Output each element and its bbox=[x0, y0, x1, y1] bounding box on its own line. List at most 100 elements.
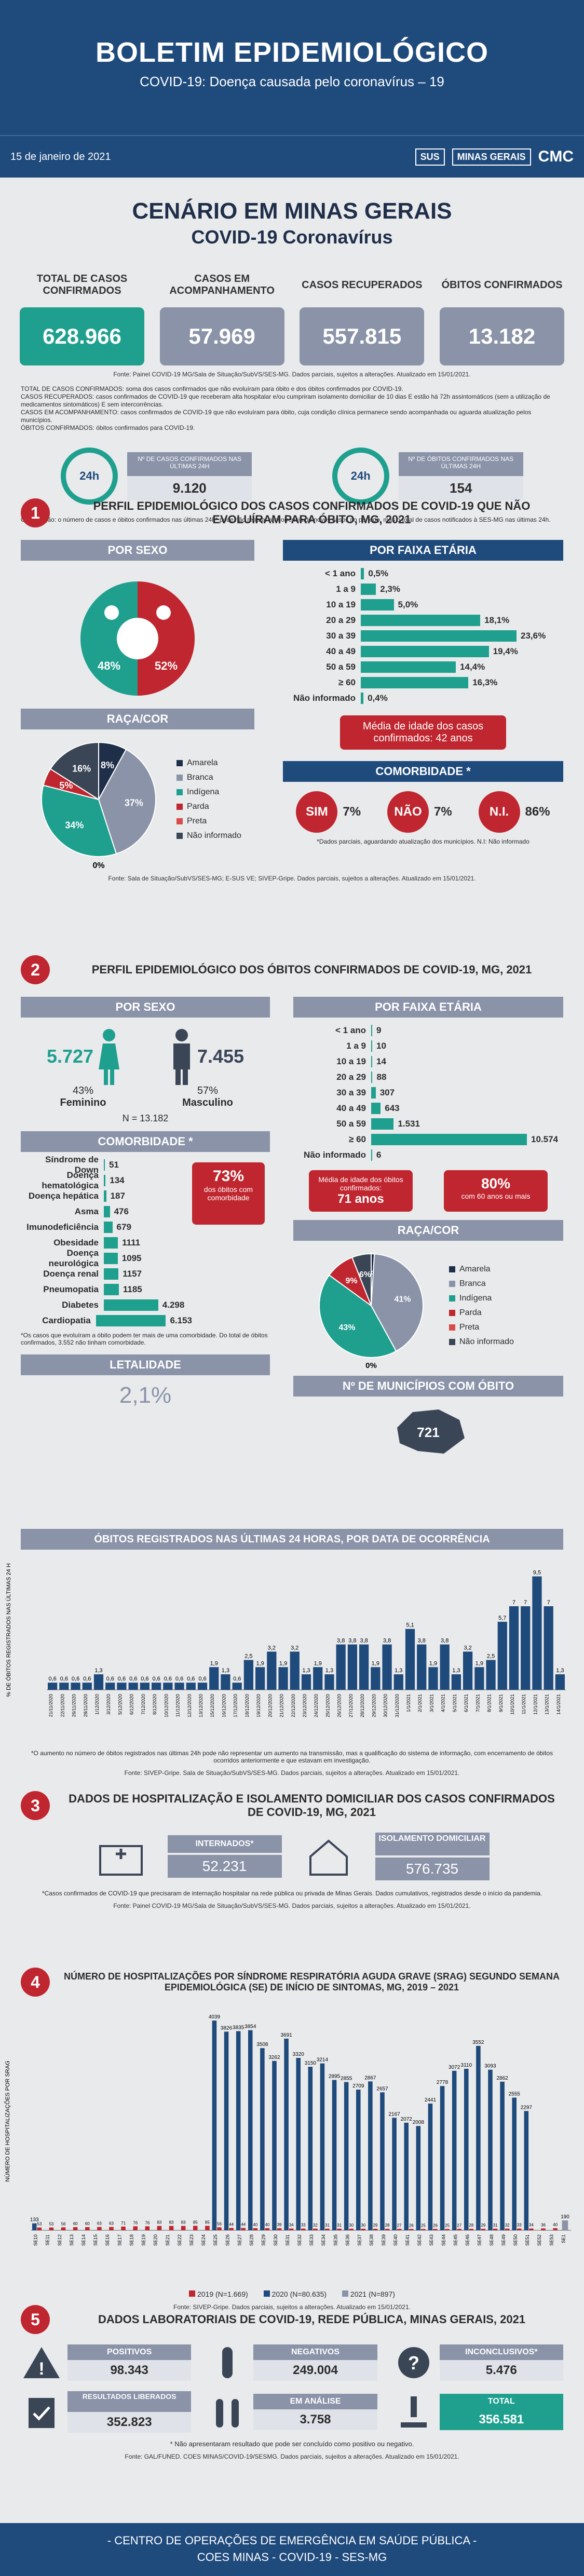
bar-value-label: 3854 bbox=[245, 2024, 256, 2030]
age-bar-row: Obesidade 1111 bbox=[21, 1235, 192, 1251]
kpi-total-cases: TOTAL DE CASOS CONFIRMADOS 628.966 bbox=[20, 269, 144, 365]
bar-value-label: 2297 bbox=[521, 2105, 533, 2110]
cmc-logo: CMC bbox=[538, 148, 574, 165]
comorbidity-bars: Síndrome de Down 51 Doença hematológica 134… bbox=[21, 1155, 192, 1328]
bar-label: 40 a 49 bbox=[336, 1103, 366, 1113]
kpi-label: CASOS EM ACOMPANHAMENTO bbox=[169, 273, 275, 296]
lab-grid: ! POSITIVOS 98.343 NEGATIVOS 249.004 ? INC… bbox=[21, 2344, 563, 2433]
category-label: 5/1/2021 bbox=[452, 1694, 457, 1712]
bar-2019 bbox=[181, 2226, 186, 2230]
bar-2019 bbox=[325, 2228, 330, 2230]
bar-value-label: 7 bbox=[524, 1599, 527, 1606]
legend-2021: 2021 (N=897) bbox=[350, 2290, 395, 2298]
bar-value: 10.574 bbox=[531, 1134, 558, 1144]
category-label: 21/11/2020 bbox=[48, 1694, 53, 1717]
category-label: SE46 bbox=[465, 2234, 470, 2246]
section-title: DADOS LABORATORIAIS DE COVID-19, REDE PÚ… bbox=[98, 2313, 526, 2326]
category-label: SE40 bbox=[393, 2234, 398, 2246]
y-axis-label: % DE ÓBITOS REGISTRADOS NAS ÚLTIMAS 24 H bbox=[5, 1563, 12, 1697]
section-source: Fonte: SIVEP-Gripe. Dados parciais, suje… bbox=[173, 2303, 411, 2311]
panel-title: POR FAIXA ETÁRIA bbox=[283, 540, 563, 561]
panel-title: POR SEXO bbox=[21, 997, 270, 1018]
section-note: *Casos confirmados de COVID-19 que preci… bbox=[42, 1890, 542, 1897]
minas-map-icon: 721 bbox=[397, 1409, 465, 1454]
race-slice bbox=[319, 1274, 397, 1358]
bar-2019 bbox=[97, 2227, 102, 2230]
cases-24h-value: 9.120 bbox=[127, 476, 252, 500]
bar bbox=[105, 1683, 115, 1690]
age-bar-row: Doença neurológica 1095 bbox=[21, 1248, 192, 1268]
bar-label: Síndrome de Down bbox=[45, 1155, 99, 1175]
bar bbox=[361, 661, 456, 673]
kpi-value: 557.815 bbox=[300, 307, 425, 365]
bar-value-label: 60 bbox=[73, 2221, 78, 2226]
category-label: SE41 bbox=[405, 2234, 410, 2246]
category-label: SE32 bbox=[297, 2234, 302, 2246]
positive-label: POSITIVOS bbox=[67, 2344, 192, 2360]
male-pct: 52% bbox=[155, 659, 178, 672]
panel-title: COMORBIDADE * bbox=[21, 1131, 270, 1152]
category-label: SE39 bbox=[381, 2234, 386, 2246]
race-slice-label: 41% bbox=[394, 1295, 411, 1304]
age-bars: < 1 ano 0,5% 1 a 9 2,3% 10 a 19 5,0% 20 a 29 18… bbox=[283, 566, 563, 706]
bar bbox=[474, 1667, 484, 1690]
sex-donut: 48% 52% bbox=[80, 581, 195, 696]
bar-value-label: 2,5 bbox=[245, 1653, 252, 1660]
bar-label: Doença renal bbox=[43, 1269, 99, 1279]
category-label: 13/12/2020 bbox=[198, 1694, 203, 1717]
sex-panel-deaths: POR SEXO 5.727 43% Feminino 7.455 57% bbox=[21, 997, 270, 1459]
category-label: 17/12/2020 bbox=[233, 1694, 238, 1717]
age-bar-row: Imunodeficiência 679 bbox=[21, 1219, 192, 1235]
bar-value-label: 0,6 bbox=[48, 1676, 56, 1682]
category-label: SE34 bbox=[321, 2234, 326, 2246]
comorb-ni: N.I. bbox=[478, 791, 520, 833]
bar-value-label: 27 bbox=[397, 2223, 402, 2228]
category-label: 19/12/2020 bbox=[256, 1694, 261, 1717]
median-age-label: Média de idade dos óbitos confirmados: bbox=[318, 1175, 403, 1192]
category-label: 16/12/2020 bbox=[221, 1694, 226, 1717]
age-bar-row: 1 a 9 10 bbox=[293, 1038, 563, 1054]
scenario-title: CENÁRIO EM MINAS GERAIS COVID-19 Coronav… bbox=[0, 198, 584, 248]
category-label: SE12 bbox=[57, 2234, 62, 2246]
category-label: SE11 bbox=[45, 2234, 50, 2245]
bar-value-label: 3150 bbox=[305, 2060, 317, 2066]
age-bar-row: < 1 ano 0,5% bbox=[283, 566, 563, 581]
bar-value-label: 83 bbox=[181, 2220, 186, 2225]
bar-label: < 1 ano bbox=[324, 568, 356, 578]
category-label: 1/1/2021 bbox=[406, 1694, 411, 1712]
bar-label: Não informado bbox=[304, 1150, 366, 1160]
race-slice-label: 9% bbox=[345, 1277, 357, 1285]
bar-2019 bbox=[73, 2227, 78, 2230]
over60-box: 80% com 60 anos ou mais bbox=[444, 1170, 548, 1212]
bar bbox=[393, 1674, 403, 1690]
kpi-source: Fonte: Painel COVID-19 MG/Sala de Situaç… bbox=[113, 371, 471, 378]
bar-2019 bbox=[169, 2226, 174, 2230]
comorb-pct: 73% bbox=[212, 1168, 245, 1185]
race-slice bbox=[351, 1253, 372, 1306]
bar-value: 679 bbox=[116, 1222, 131, 1232]
bar bbox=[104, 1237, 118, 1249]
bar-label: 1 a 9 bbox=[346, 1041, 366, 1051]
category-label: 11/12/2020 bbox=[175, 1694, 181, 1717]
bar bbox=[544, 1606, 553, 1690]
category-label: SE26 bbox=[225, 2234, 230, 2246]
category-label: SE31 bbox=[285, 2234, 290, 2246]
category-label: 1/12/2020 bbox=[94, 1694, 100, 1715]
bar-value-label: 0,6 bbox=[83, 1676, 91, 1682]
age-bar-row: Doença hepática 187 bbox=[21, 1188, 192, 1204]
bar-value-label: 3110 bbox=[461, 2063, 472, 2068]
comorb-note: *Dados parciais, aguardando atualização … bbox=[317, 838, 529, 845]
bar bbox=[104, 1190, 106, 1202]
bar-value: 16,3% bbox=[472, 677, 498, 687]
bar-2020 bbox=[320, 2063, 325, 2230]
bar-2019 bbox=[469, 2229, 474, 2230]
bar-value-label: 1,3 bbox=[94, 1667, 102, 1674]
legend-item: Parda bbox=[449, 1306, 514, 1320]
bar bbox=[243, 1660, 253, 1690]
bar-label: 40 a 49 bbox=[326, 646, 356, 656]
category-label: SE24 bbox=[201, 2234, 206, 2246]
category-label: 8/1/2021 bbox=[487, 1694, 492, 1712]
over60-value: 80% bbox=[481, 1175, 511, 1191]
bar-label: 50 a 59 bbox=[336, 1119, 366, 1129]
positive-value: 98.343 bbox=[67, 2360, 192, 2381]
